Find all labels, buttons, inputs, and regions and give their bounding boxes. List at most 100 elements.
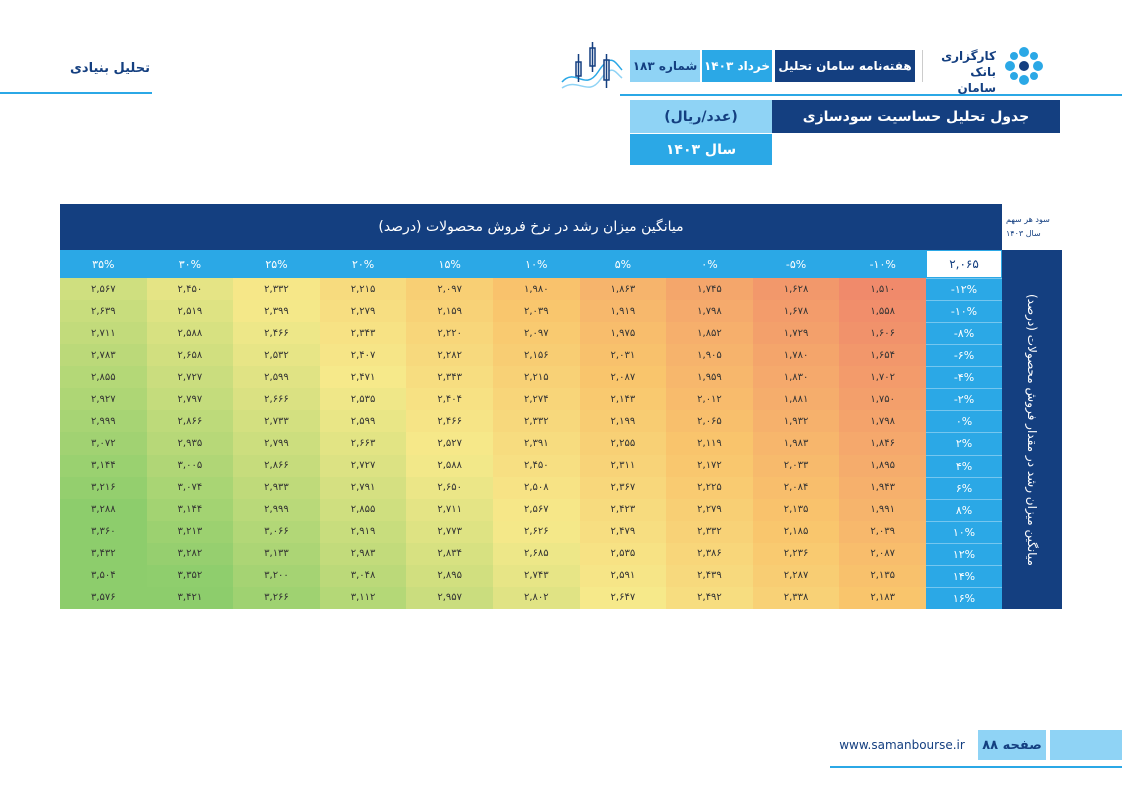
value-cell: ۳,۴۳۲	[60, 542, 147, 565]
column-header: ۲۵%	[233, 250, 320, 278]
value-cell: ۲,۲۲۰	[406, 322, 493, 345]
row-header: -۱۲%	[926, 278, 1002, 301]
value-cell: ۲,۶۲۶	[493, 520, 580, 543]
value-cell: ۲,۱۹۹	[579, 410, 667, 433]
value-cell: ۲,۱۸۳	[839, 586, 926, 609]
row-header: ۰%	[926, 410, 1002, 433]
value-cell: ۲,۲۲۵	[666, 476, 753, 499]
row-header: ۸%	[926, 498, 1002, 521]
value-cell: ۲,۵۱۹	[146, 300, 234, 323]
row-header: ۱۶%	[926, 586, 1002, 609]
value-cell: ۲,۷۹۱	[319, 476, 407, 499]
value-cell: ۲,۲۷۴	[493, 388, 580, 411]
rule	[620, 94, 1122, 96]
logo	[1005, 47, 1043, 85]
value-cell: ۳,۲۶۶	[233, 586, 320, 609]
column-header: ۰%	[666, 250, 753, 278]
date: خرداد ۱۴۰۳	[702, 50, 772, 82]
value-cell: ۳,۲۸۲	[146, 542, 234, 565]
value-cell: ۲,۰۹۷	[493, 322, 580, 345]
value-cell: ۲,۷۷۳	[406, 520, 493, 543]
value-cell: ۲,۵۰۸	[493, 476, 580, 499]
value-cell: ۱,۹۱۹	[579, 300, 667, 323]
value-cell: ۲,۴۵۰	[493, 454, 580, 477]
value-cell: ۳,۵۷۶	[60, 586, 147, 609]
row-header: ۲%	[926, 432, 1002, 455]
value-cell: ۱,۶۷۸	[752, 300, 840, 323]
row-header: ۱۴%	[926, 564, 1002, 587]
value-cell: ۲,۲۷۹	[319, 300, 407, 323]
value-cell: ۲,۳۴۳	[319, 322, 407, 345]
value-cell: ۱,۹۸۰	[493, 278, 580, 301]
unit: (عدد/ریال)	[630, 100, 772, 133]
value-cell: ۲,۲۱۵	[493, 366, 580, 389]
value-cell: ۲,۰۸۷	[579, 366, 667, 389]
value-cell: ۲,۲۸۷	[752, 564, 840, 587]
chart-icon	[561, 42, 623, 89]
value-cell: ۳,۳۶۰	[60, 520, 147, 543]
value-cell: ۲,۷۴۳	[493, 564, 580, 587]
corner-line: سود هر سهم	[1006, 215, 1050, 224]
value-cell: ۳,۰۰۵	[146, 454, 234, 477]
value-cell: ۲,۳۳۲	[493, 410, 580, 433]
value-cell: ۲,۳۱۱	[579, 454, 667, 477]
row-header: -۴%	[926, 366, 1002, 389]
value-cell: ۱,۸۵۲	[666, 322, 753, 345]
value-cell: ۲,۳۳۲	[666, 520, 753, 543]
value-cell: ۲,۴۳۹	[666, 564, 753, 587]
value-cell: ۲,۵۸۸	[146, 322, 234, 345]
value-cell: ۲,۰۳۱	[579, 344, 667, 367]
value-cell: ۱,۷۲۹	[752, 322, 840, 345]
row-title: میانگین میزان رشد در مقدار فروش محصولات …	[1002, 250, 1062, 609]
value-cell: ۱,۵۵۸	[839, 300, 926, 323]
column-header: -۱۰%	[839, 250, 926, 278]
value-cell: ۲,۰۹۷	[406, 278, 493, 301]
value-cell: ۳,۱۴۴	[146, 498, 234, 521]
value-cell: ۲,۶۸۵	[493, 542, 580, 565]
corner-line: سال ۱۴۰۳	[1006, 229, 1041, 238]
row-header: ۴%	[926, 454, 1002, 477]
column-header: ۱۰%	[493, 250, 580, 278]
value-cell: ۱,۷۵۰	[839, 388, 926, 411]
row-header: ۱۰%	[926, 520, 1002, 543]
value-cell: ۲,۷۱۱	[60, 322, 147, 345]
rule	[830, 766, 1122, 768]
value-cell: ۱,۹۴۳	[839, 476, 926, 499]
value-cell: ۲,۶۵۸	[146, 344, 234, 367]
value-cell: ۱,۸۴۶	[839, 432, 926, 455]
value-cell: ۳,۳۵۲	[146, 564, 234, 587]
value-cell: ۲,۱۳۵	[839, 564, 926, 587]
publication: هفته‌نامه سامان تحلیل	[775, 50, 915, 82]
value-cell: ۲,۵۸۸	[406, 454, 493, 477]
value-cell: ۲,۴۶۶	[406, 410, 493, 433]
value-cell: ۳,۲۸۸	[60, 498, 147, 521]
value-cell: ۲,۰۳۹	[493, 300, 580, 323]
value-cell: ۲,۰۳۹	[839, 520, 926, 543]
column-header: ۳۰%	[146, 250, 234, 278]
value-cell: ۲,۴۰۷	[319, 344, 407, 367]
value-cell: ۲,۰۱۲	[666, 388, 753, 411]
value-cell: ۱,۷۹۸	[666, 300, 753, 323]
value-cell: ۲,۹۹۹	[233, 498, 320, 521]
value-cell: ۲,۹۸۳	[319, 542, 407, 565]
value-cell: ۲,۴۷۱	[319, 366, 407, 389]
corner: سود هر سهم سال ۱۴۰۳	[1002, 204, 1062, 250]
row-header: -۸%	[926, 322, 1002, 345]
value-cell: ۳,۵۰۴	[60, 564, 147, 587]
row-header: -۱۰%	[926, 300, 1002, 323]
value-cell: ۲,۲۵۵	[579, 432, 667, 455]
value-cell: ۲,۷۹۹	[233, 432, 320, 455]
value-cell: ۳,۱۱۲	[319, 586, 407, 609]
value-cell: ۱,۹۹۱	[839, 498, 926, 521]
url: www.samanbourse.ir	[839, 738, 965, 752]
column-header: ۵%	[579, 250, 667, 278]
value-cell: ۲,۳۸۶	[666, 542, 753, 565]
value-cell: ۲,۱۵۹	[406, 300, 493, 323]
footer-block	[1050, 730, 1122, 760]
value-cell: ۲,۹۱۹	[319, 520, 407, 543]
value-cell: ۳,۱۴۴	[60, 454, 147, 477]
value-cell: ۲,۴۵۰	[146, 278, 234, 301]
value-cell: ۳,۲۰۰	[233, 564, 320, 587]
value-cell: ۲,۰۸۷	[839, 542, 926, 565]
